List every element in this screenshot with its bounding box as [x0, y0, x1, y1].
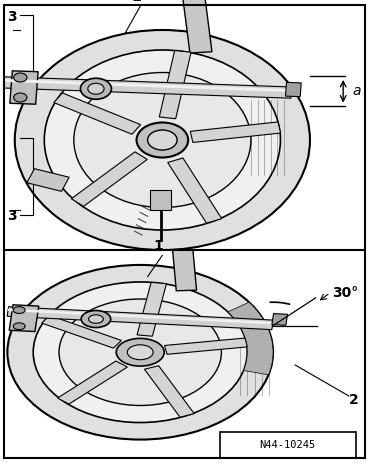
- Circle shape: [116, 338, 164, 366]
- Polygon shape: [286, 82, 301, 97]
- Polygon shape: [54, 93, 141, 134]
- Polygon shape: [71, 152, 147, 206]
- Circle shape: [127, 345, 153, 360]
- Polygon shape: [272, 313, 287, 325]
- Circle shape: [13, 323, 25, 330]
- Polygon shape: [168, 158, 222, 223]
- Polygon shape: [8, 308, 273, 325]
- Circle shape: [13, 307, 25, 313]
- Circle shape: [81, 311, 111, 327]
- Ellipse shape: [59, 299, 221, 406]
- Polygon shape: [183, 0, 212, 53]
- Polygon shape: [190, 122, 280, 143]
- Text: 1: 1: [154, 239, 163, 253]
- Circle shape: [148, 130, 177, 150]
- Text: a: a: [352, 84, 361, 98]
- Text: 3: 3: [7, 208, 17, 223]
- Polygon shape: [172, 248, 197, 291]
- Polygon shape: [7, 307, 273, 330]
- Polygon shape: [165, 338, 247, 354]
- Polygon shape: [10, 71, 38, 104]
- Polygon shape: [9, 305, 39, 332]
- Ellipse shape: [74, 73, 251, 207]
- Circle shape: [89, 315, 103, 323]
- Polygon shape: [3, 77, 292, 98]
- Text: N44-10245: N44-10245: [260, 440, 316, 450]
- Ellipse shape: [44, 50, 280, 230]
- Circle shape: [137, 123, 188, 157]
- Text: 2: 2: [349, 393, 358, 407]
- Polygon shape: [4, 79, 292, 92]
- Text: 1: 1: [132, 0, 141, 4]
- Polygon shape: [27, 169, 69, 191]
- Polygon shape: [228, 302, 273, 375]
- Circle shape: [14, 73, 27, 82]
- Ellipse shape: [7, 265, 273, 439]
- Text: 3: 3: [7, 10, 17, 24]
- Circle shape: [14, 93, 27, 102]
- Polygon shape: [150, 190, 170, 210]
- Polygon shape: [58, 361, 127, 404]
- Text: 30°: 30°: [332, 286, 358, 300]
- Ellipse shape: [33, 282, 247, 423]
- Polygon shape: [144, 366, 194, 417]
- Ellipse shape: [15, 30, 310, 250]
- FancyBboxPatch shape: [220, 432, 356, 457]
- Polygon shape: [159, 50, 191, 119]
- Polygon shape: [42, 315, 121, 348]
- Circle shape: [88, 83, 104, 94]
- Polygon shape: [137, 282, 166, 336]
- Circle shape: [80, 78, 111, 99]
